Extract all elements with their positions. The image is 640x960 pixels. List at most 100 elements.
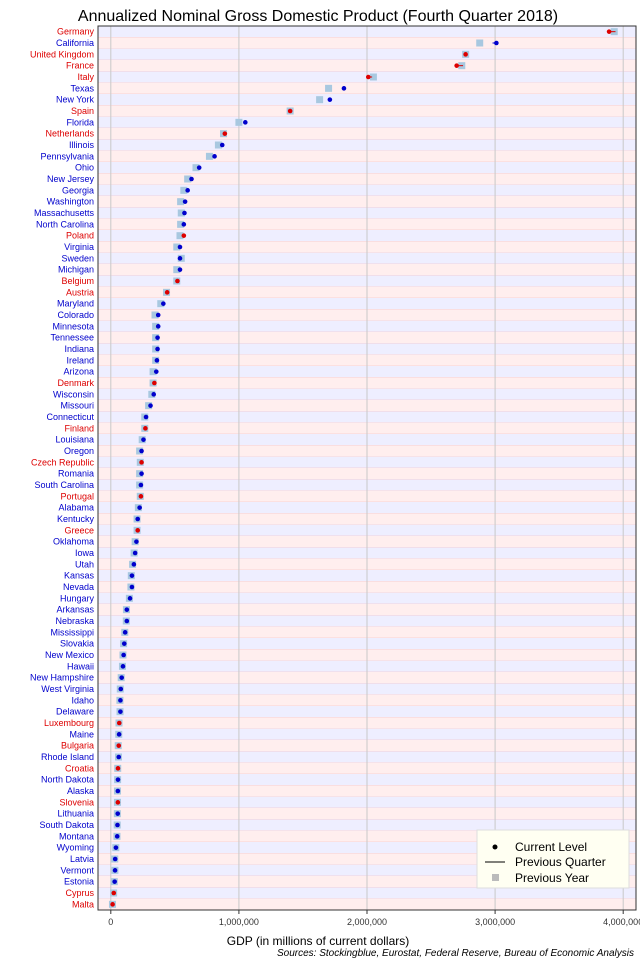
current-level-dot — [182, 210, 187, 216]
prev-year-marker — [180, 186, 188, 194]
current-level-dot — [243, 120, 248, 125]
current-level-dot — [115, 788, 121, 794]
prev-year-marker — [316, 96, 324, 104]
row-label: Oregon — [64, 446, 94, 456]
row-label: Kansas — [64, 571, 95, 581]
row-label: Poland — [66, 231, 94, 241]
row-label: Alaska — [67, 786, 94, 796]
x-tick-label: 4,000,000 — [603, 917, 640, 927]
row-label: Florida — [66, 117, 94, 127]
row-label: Cyprus — [65, 888, 94, 898]
current-level-dot — [454, 63, 459, 68]
current-level-dot — [116, 732, 122, 737]
row-label: Georgia — [62, 185, 94, 195]
row-label: West Virginia — [41, 684, 94, 694]
current-level-dot — [463, 52, 468, 57]
current-level-dot — [212, 154, 217, 159]
row-label: Montana — [59, 831, 94, 841]
row-label: New Jersey — [47, 174, 95, 184]
prev-year-marker — [205, 152, 213, 160]
row-label: Belgium — [61, 276, 94, 286]
prev-year-marker — [176, 232, 184, 240]
row-label: Netherlands — [45, 129, 94, 139]
current-level-dot — [131, 562, 137, 567]
x-axis-ticks: 0 1,000,000 2,000,000 3,000,000 4,000,000 — [108, 910, 640, 927]
legend-prev-year-label: Previous Year — [515, 871, 589, 885]
row-label: Romania — [58, 469, 94, 479]
current-level-dot — [177, 244, 183, 250]
row-label: Wyoming — [57, 843, 94, 853]
row-label: Pennsylvania — [40, 151, 94, 161]
current-level-dot — [222, 131, 228, 136]
prev-year-marker — [184, 175, 192, 183]
row-label: Connecticut — [46, 412, 94, 422]
prev-year-marker — [157, 300, 165, 308]
row-label: Tennessee — [50, 333, 94, 343]
current-level-dot — [129, 573, 135, 578]
current-level-dot — [115, 811, 121, 816]
x-tick-label: 2,000,000 — [347, 917, 387, 927]
row-label: Mississippi — [50, 627, 94, 637]
current-level-dot — [112, 856, 118, 862]
current-level-dot — [135, 516, 141, 522]
current-level-dot — [111, 890, 117, 896]
x-axis-label: GDP (in millions of current dollars) — [227, 934, 410, 948]
current-level-dot — [113, 845, 119, 850]
current-level-dot — [121, 641, 127, 646]
current-level-dot — [155, 312, 161, 318]
current-level-dot — [112, 879, 117, 884]
current-level-dot — [189, 176, 194, 182]
row-label: Spain — [71, 106, 94, 116]
current-level-dot — [606, 29, 612, 34]
current-level-dot — [116, 743, 122, 748]
current-level-dot — [154, 358, 160, 363]
current-level-dot — [177, 267, 183, 272]
current-level-dot — [141, 437, 146, 442]
row-label: Delaware — [56, 707, 94, 717]
current-level-dot — [115, 777, 121, 782]
current-level-dot — [115, 822, 120, 828]
row-label: Ohio — [75, 163, 94, 173]
row-label: Arkansas — [56, 605, 94, 615]
current-level-dot — [181, 222, 187, 227]
current-level-dot — [182, 199, 188, 204]
current-level-dot — [341, 86, 347, 91]
current-level-dot — [124, 607, 130, 612]
row-label: Utah — [75, 559, 94, 569]
row-label: Alabama — [58, 503, 94, 513]
row-label: North Carolina — [36, 219, 94, 229]
legend-prev-quarter-label: Previous Quarter — [515, 855, 606, 869]
current-level-dot — [118, 698, 123, 703]
x-tick-label: 0 — [108, 917, 113, 927]
legend: Current Level Previous Quarter Previous … — [476, 829, 630, 889]
current-level-dot — [124, 618, 130, 624]
current-level-dot — [287, 108, 293, 114]
current-level-dot — [155, 335, 160, 340]
prev-year-marker — [173, 243, 181, 251]
row-label: New York — [56, 95, 95, 105]
x-tick-label: 1,000,000 — [219, 917, 259, 927]
row-label: Michigan — [58, 265, 94, 275]
current-level-dot — [185, 188, 190, 193]
row-label: United Kingdom — [30, 49, 94, 59]
current-level-dot — [116, 754, 122, 760]
row-label: Denmark — [57, 378, 94, 388]
row-label: Estonia — [64, 877, 94, 887]
row-label: Bulgaria — [61, 741, 94, 751]
current-level-dot — [155, 346, 160, 352]
current-level-dot — [114, 834, 120, 839]
current-level-dot — [177, 256, 183, 261]
row-label: Greece — [64, 525, 94, 535]
current-level-dot — [119, 675, 124, 680]
row-label: Arizona — [63, 367, 94, 377]
row-label: Colorado — [57, 310, 94, 320]
row-label: Nebraska — [55, 616, 94, 626]
row-label: North Dakota — [41, 775, 94, 785]
row-label: Missouri — [60, 401, 94, 411]
row-label: Germany — [57, 27, 95, 37]
row-label: Italy — [77, 72, 94, 82]
current-level-dot — [327, 97, 333, 102]
prev-year-marker — [173, 266, 181, 274]
row-label: Washington — [47, 197, 94, 207]
row-label: Sweden — [61, 253, 94, 263]
